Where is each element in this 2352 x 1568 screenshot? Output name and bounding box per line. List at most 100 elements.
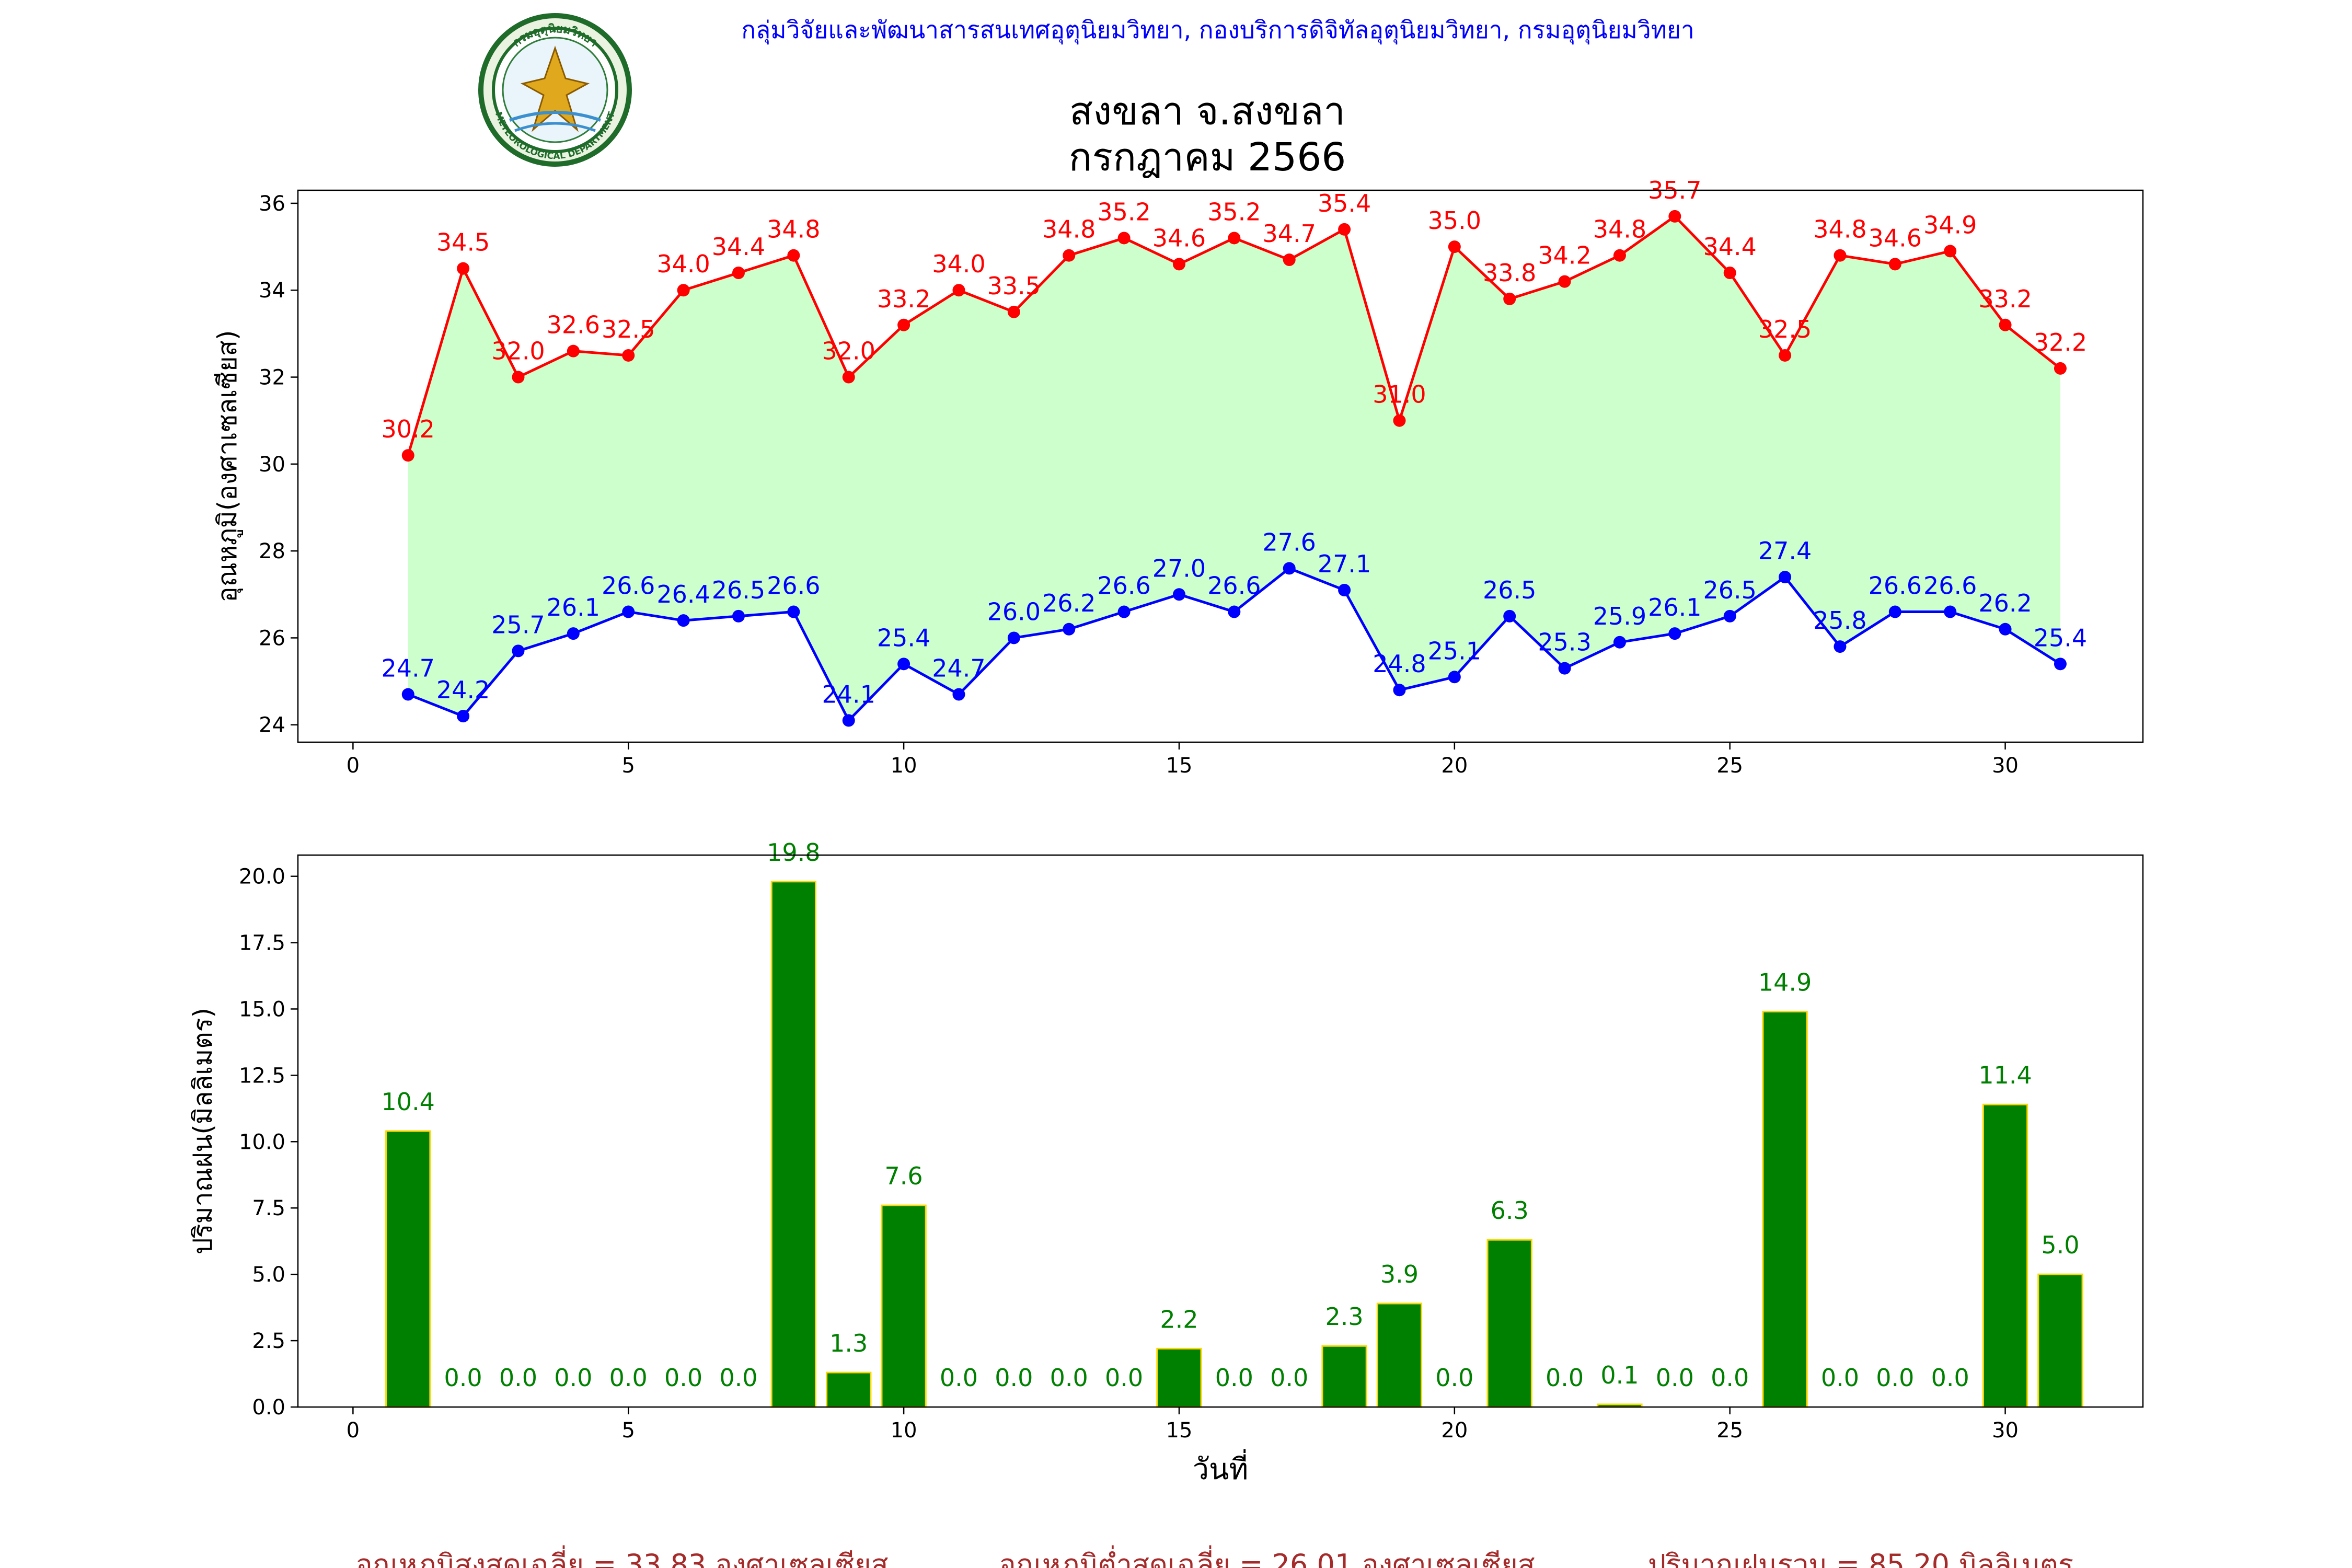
max-temperature-label: 35.2 [1097, 198, 1150, 226]
rainfall-value-label: 0.0 [1050, 1364, 1088, 1392]
min-temperature-label: 27.1 [1318, 550, 1371, 578]
temperature-x-axis: 0 5 10 15 20 25 30 [347, 742, 2019, 778]
meteorological-department-logo: กรมอุตุนิยมวิทยา METEOROLOGICAL DEPARTME… [478, 13, 632, 167]
summary-total-rain: ปริมาณฝนรวม = 85.20 มิลลิเมตร [1648, 1548, 2073, 1568]
max-temperature-label: 33.2 [877, 285, 930, 313]
rainfall-value-label: 0.0 [995, 1364, 1033, 1392]
rainfall-value-label: 0.0 [1435, 1364, 1473, 1392]
min-temperature-point [457, 710, 470, 723]
min-temperature-point [1338, 583, 1351, 596]
rainfall-y-tick-label: 5.0 [252, 1263, 285, 1287]
max-temperature-point [1117, 232, 1131, 245]
max-temperature-point [512, 371, 525, 384]
rainfall-value-label: 0.0 [719, 1364, 757, 1392]
min-temperature-label: 26.5 [712, 576, 765, 604]
min-temperature-label: 26.1 [547, 593, 600, 621]
max-temperature-label: 34.6 [1152, 224, 1206, 252]
max-temperature-label: 32.0 [491, 337, 545, 365]
max-temperature-point [1888, 258, 1901, 271]
max-temperature-label: 34.9 [1923, 211, 1977, 239]
rainfall-y-tick-label: 10.0 [239, 1130, 285, 1154]
rainfall-value-label: 6.3 [1491, 1196, 1529, 1225]
max-temperature-point [1723, 266, 1736, 279]
rainfall-bar [2037, 1273, 2083, 1408]
min-temperature-label: 26.6 [767, 572, 820, 600]
min-temperature-point [1117, 605, 1131, 618]
max-temperature-label: 33.5 [987, 272, 1041, 300]
min-temperature-label: 24.7 [382, 654, 435, 683]
max-temperature-label: 34.0 [656, 250, 710, 278]
max-temperature-point [897, 318, 910, 331]
summary-average-max: อุณหภูมิสูงสุดเฉลี่ย = 33.83 องศาเซลเซีย… [355, 1545, 888, 1568]
max-temperature-label: 32.0 [822, 337, 875, 365]
rainfall-y-axis: 0.0 2.5 5.0 7.5 10.0 12.5 15.0 17.5 20.0 [239, 865, 298, 1420]
min-temperature-point [1063, 622, 1076, 636]
temperature-x-tick-label: 10 [891, 754, 917, 778]
rainfall-value-label: 14.9 [1758, 969, 1812, 997]
min-temperature-point [897, 658, 910, 671]
min-temperature-label: 26.6 [602, 572, 655, 600]
max-temperature-label: 34.4 [712, 233, 765, 261]
temperature-x-tick-label: 30 [1992, 754, 2019, 778]
temperature-plot-frame [297, 189, 2144, 743]
max-temperature-label: 32.5 [1758, 315, 1812, 343]
min-temperature-label: 26.6 [1097, 572, 1150, 600]
max-temperature-label: 34.5 [436, 228, 490, 257]
min-temperature-point [1448, 671, 1461, 684]
rainfall-value-label: 0.0 [444, 1364, 482, 1392]
rainfall-plot-frame [297, 854, 2144, 1408]
rainfall-bar [770, 881, 817, 1408]
temperature-band [408, 216, 2060, 721]
rainfall-x-tick-label: 0 [347, 1419, 360, 1443]
min-temperature-point [622, 605, 635, 618]
chart-title-line2: กรกฎาคม 2566 [1069, 135, 1346, 180]
rainfall-value-label: 2.3 [1325, 1302, 1364, 1331]
min-temperature-point [1723, 609, 1736, 622]
max-temperature-point [622, 349, 635, 362]
min-temperature-label: 26.6 [1207, 572, 1261, 600]
min-temperature-label: 26.2 [1978, 589, 2032, 617]
min-temperature-label: 25.3 [1538, 628, 1591, 656]
temperature-labels: 30.234.532.032.6 32.534.034.434.832.033.2… [382, 176, 2088, 709]
min-temperature-point [1613, 636, 1626, 649]
max-temperature-point [1228, 232, 1241, 245]
min-temperature-point [1999, 622, 2012, 636]
max-temperature-point [457, 262, 470, 275]
temperature-y-tick-label: 26 [259, 626, 285, 650]
rainfall-y-tick-label: 20.0 [239, 865, 285, 889]
max-temperature-point [1944, 245, 1957, 258]
rainfall-value-label: 0.0 [1876, 1364, 1914, 1392]
min-temperature-label: 25.7 [491, 610, 545, 639]
min-temperature-point [1283, 562, 1296, 575]
rainfall-y-tick-label: 0.0 [252, 1396, 285, 1420]
min-temperature-point [1007, 631, 1020, 644]
max-temperature-point [952, 284, 965, 297]
temperature-y-tick-label: 24 [259, 713, 285, 737]
max-temperature-label: 33.2 [1978, 285, 2032, 313]
max-temperature-label: 34.0 [932, 250, 985, 278]
max-temperature-label: 34.4 [1703, 233, 1756, 261]
min-temperature-point [1779, 571, 1792, 584]
temperature-x-tick-label: 20 [1441, 754, 1468, 778]
min-temperature-point [1558, 662, 1571, 675]
rainfall-y-tick-label: 15.0 [239, 997, 285, 1021]
temperature-y-axis-label: อุณหภูมิ(องศาเซลเซียส) [212, 330, 243, 602]
max-temperature-point [1063, 249, 1076, 262]
rainfall-value-label: 2.2 [1160, 1305, 1198, 1333]
min-temperature-point [2054, 658, 2067, 671]
min-temperature-label: 24.2 [436, 676, 490, 704]
min-temperature-label: 25.4 [877, 624, 930, 652]
max-temperature-label: 34.8 [1813, 215, 1866, 244]
min-temperature-label: 27.6 [1263, 528, 1316, 556]
temperature-points [401, 210, 2067, 727]
rainfall-value-label: 0.0 [1270, 1364, 1308, 1392]
temperature-y-tick-label: 36 [259, 192, 285, 216]
min-temperature-point [677, 614, 690, 627]
min-temperature-label: 24.7 [932, 654, 985, 683]
max-temperature-point [401, 449, 414, 462]
temperature-y-axis: 24 26 28 30 32 34 36 [259, 192, 298, 737]
rainfall-bar [1982, 1103, 2028, 1408]
rainfall-bar [826, 1371, 872, 1408]
max-temperature-point [2054, 362, 2067, 375]
min-temperature-label: 25.1 [1428, 637, 1481, 665]
